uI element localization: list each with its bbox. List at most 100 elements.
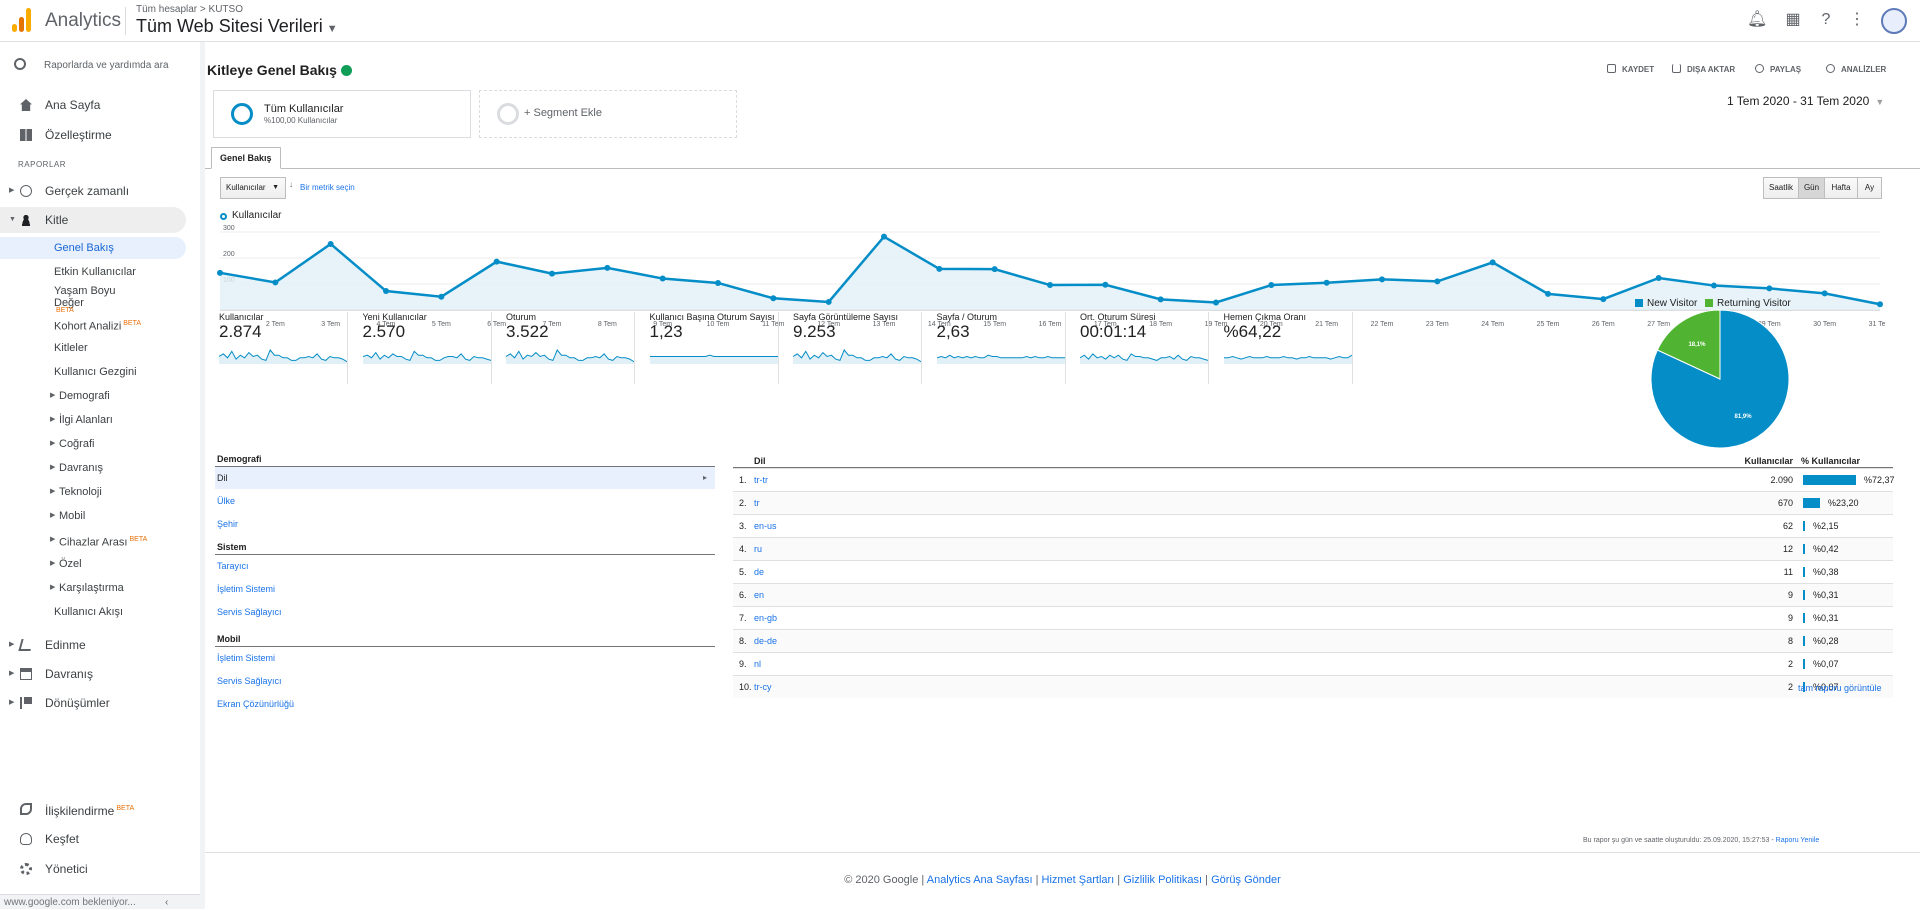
data-point bbox=[272, 279, 279, 286]
data-point bbox=[1102, 281, 1109, 288]
caret-down-icon: ▼ bbox=[9, 216, 16, 223]
period-day[interactable]: Gün bbox=[1798, 177, 1825, 199]
language-link[interactable]: ru bbox=[754, 544, 763, 554]
nav-conversions[interactable]: ▶ Dönüşümler bbox=[0, 690, 186, 716]
sub-interests[interactable]: ▶ İlgi Alanları bbox=[0, 409, 186, 431]
account-selector[interactable]: Tüm Web Sitesi Verileri ▼ bbox=[136, 16, 338, 37]
dim-country[interactable]: Ülke bbox=[217, 496, 236, 506]
sub-custom[interactable]: ▶ Özel bbox=[0, 553, 186, 575]
sub-geo[interactable]: ▶ Coğrafi bbox=[0, 433, 186, 455]
sub-demographics[interactable]: ▶ Demografi bbox=[0, 385, 186, 407]
breadcrumb[interactable]: Tüm hesaplar > KUTSO bbox=[136, 4, 243, 15]
export-button[interactable]: DIŞA AKTAR bbox=[1672, 64, 1735, 74]
language-link[interactable]: tr-cy bbox=[754, 682, 772, 692]
nav-attribution[interactable]: İlişkilendirme BETA bbox=[0, 796, 186, 822]
footer-link-home[interactable]: Analytics Ana Sayfası bbox=[926, 874, 1033, 886]
refresh-report-link[interactable]: Raporu Yenile bbox=[1775, 837, 1820, 844]
sub-lifetime-value[interactable]: Yaşam Boyu Değer BETA bbox=[0, 282, 186, 316]
language-link[interactable]: en bbox=[754, 590, 765, 600]
kpi-card[interactable]: Sayfa / Oturum 2,63 bbox=[923, 312, 1066, 384]
row-number: 6. bbox=[739, 590, 747, 600]
language-link[interactable]: de bbox=[754, 567, 765, 577]
language-link[interactable]: nl bbox=[754, 659, 762, 669]
period-month[interactable]: Ay bbox=[1857, 177, 1882, 199]
nav-behavior[interactable]: ▶ Davranış bbox=[0, 661, 186, 687]
search-input[interactable]: Raporlarda ve yardımda ara bbox=[14, 58, 169, 71]
period-week[interactable]: Hafta bbox=[1824, 177, 1858, 199]
x-tick-label: 21 Tem bbox=[1315, 321, 1338, 328]
dim-mobile-provider[interactable]: Servis Sağlayıcı bbox=[217, 676, 282, 686]
apps-grid-icon[interactable]: ▦ bbox=[1785, 11, 1801, 28]
sub-mobile[interactable]: ▶ Mobil bbox=[0, 505, 186, 527]
dim-mobile-os[interactable]: İşletim Sistemi bbox=[217, 653, 276, 663]
dim-screen-resolution[interactable]: Ekran Çözünürlüğü bbox=[217, 699, 295, 709]
kpi-card[interactable]: Ort. Oturum Süresi 00:01:14 bbox=[1066, 312, 1209, 384]
kpi-card[interactable]: Yeni Kullanıcılar 2.570 bbox=[349, 312, 492, 384]
footer-link-terms[interactable]: Hizmet Şartları bbox=[1041, 874, 1115, 886]
language-link[interactable]: en-gb bbox=[754, 613, 778, 623]
percent-bar bbox=[1803, 521, 1805, 531]
help-icon[interactable]: ? bbox=[1821, 11, 1831, 28]
full-report-link[interactable]: tam raporu görüntüle bbox=[1798, 683, 1882, 693]
row-number: 10. bbox=[739, 682, 752, 692]
collapse-icon[interactable]: ‹ bbox=[165, 897, 169, 908]
sub-benchmarking[interactable]: ▶ Karşılaştırma bbox=[0, 577, 186, 599]
brand-name[interactable]: Analytics bbox=[45, 10, 122, 31]
visitor-pie-chart: 81,9% 18,1% bbox=[1650, 309, 1790, 449]
sub-cohort[interactable]: Kohort Analizi BETA bbox=[0, 313, 186, 335]
nav-discover[interactable]: Keşfet bbox=[0, 826, 186, 852]
dim-browser[interactable]: Tarayıcı bbox=[217, 561, 249, 571]
sub-users-flow[interactable]: Kullanıcı Akışı bbox=[0, 601, 186, 623]
nav-home[interactable]: Ana Sayfa bbox=[0, 92, 186, 118]
kpi-card[interactable]: Kullanıcılar 2.874 bbox=[205, 312, 348, 384]
footer-link-feedback[interactable]: Görüş Gönder bbox=[1211, 874, 1281, 886]
percent-value: %0,31 bbox=[1813, 590, 1839, 600]
add-segment-button[interactable]: + Segment Ekle bbox=[479, 90, 737, 138]
footer-link-privacy[interactable]: Gizlilik Politikası bbox=[1123, 874, 1203, 886]
kpi-sparkline bbox=[506, 349, 634, 364]
share-button[interactable]: PAYLAŞ bbox=[1755, 64, 1801, 74]
sub-cross-device[interactable]: ▶ Cihazlar Arası BETA bbox=[0, 529, 186, 551]
kpi-card[interactable]: Hemen Çıkma Oranı %64,22 bbox=[1210, 312, 1353, 384]
sub-overview-label: Genel Bakış bbox=[54, 242, 114, 254]
sub-active-users[interactable]: Etkin Kullanıcılar bbox=[0, 261, 186, 283]
dim-provider[interactable]: Servis Sağlayıcı bbox=[217, 607, 282, 617]
analytics-logo-icon[interactable] bbox=[12, 8, 32, 32]
dim-language[interactable]: Dil bbox=[215, 467, 715, 489]
sub-user-explorer[interactable]: Kullanıcı Gezgini bbox=[0, 361, 186, 383]
pick-metric-link[interactable]: Bir metrik seçin bbox=[300, 183, 355, 192]
segment-all-users[interactable]: Tüm Kullanıcılar %100,00 Kullanıcılar bbox=[213, 90, 471, 138]
nav-admin[interactable]: Yönetici bbox=[0, 856, 186, 882]
avatar[interactable] bbox=[1881, 8, 1907, 34]
language-link[interactable]: tr-tr bbox=[754, 475, 768, 485]
nav-audience[interactable]: ▼ Kitle bbox=[0, 207, 186, 233]
nav-customize[interactable]: Özelleştirme bbox=[0, 122, 186, 148]
date-range-picker[interactable]: 1 Tem 2020 - 31 Tem 2020 ▼ bbox=[1727, 94, 1884, 108]
language-link[interactable]: en-us bbox=[754, 521, 777, 531]
nav-acquisition[interactable]: ▶ Edinme bbox=[0, 632, 186, 658]
row-number: 8. bbox=[739, 636, 747, 646]
bell-icon[interactable]: 🔔︎ bbox=[1747, 11, 1768, 28]
percent-bar bbox=[1803, 659, 1805, 669]
kpi-card[interactable]: Sayfa Görüntüleme Sayısı 9.253 bbox=[779, 312, 922, 384]
kpi-card[interactable]: Kullanıcı Başına Oturum Sayısı 1,23 bbox=[636, 312, 779, 384]
metric-select[interactable]: Kullanıcılar ▼ bbox=[220, 177, 286, 199]
dim-city[interactable]: Şehir bbox=[217, 519, 239, 529]
language-link[interactable]: de-de bbox=[754, 636, 778, 646]
more-vert-icon[interactable]: ⋮ bbox=[1849, 11, 1865, 28]
tab-overview[interactable]: Genel Bakış bbox=[211, 147, 281, 169]
sub-technology[interactable]: ▶ Teknoloji bbox=[0, 481, 186, 503]
insights-button[interactable]: ANALİZLER bbox=[1826, 64, 1886, 74]
language-link[interactable]: tr bbox=[754, 498, 760, 508]
kpi-card[interactable]: Oturum 3.522 bbox=[492, 312, 635, 384]
sub-overview[interactable]: Genel Bakış bbox=[0, 237, 186, 259]
sub-interests-label: İlgi Alanları bbox=[59, 414, 113, 426]
dim-os[interactable]: İşletim Sistemi bbox=[217, 584, 276, 594]
nav-realtime[interactable]: ▶ Gerçek zamanlı bbox=[0, 178, 186, 204]
sub-audiences[interactable]: Kitleler bbox=[0, 337, 186, 359]
caret-right-icon: ▶ bbox=[9, 641, 15, 648]
save-button[interactable]: KAYDET bbox=[1607, 64, 1654, 74]
sub-behavior[interactable]: ▶ Davranış bbox=[0, 457, 186, 479]
period-hourly[interactable]: Saatlik bbox=[1763, 177, 1799, 199]
status-text: www.google.com bekleniyor... bbox=[4, 897, 136, 908]
